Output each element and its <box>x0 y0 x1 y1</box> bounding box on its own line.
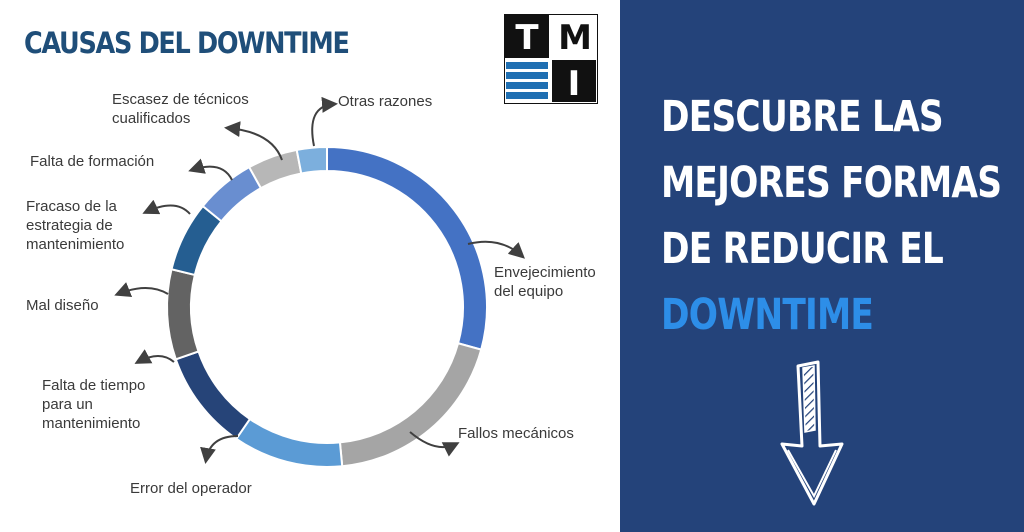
slice-falta-de-formacion <box>201 165 263 223</box>
slice-fallos-mecanicos <box>338 342 483 468</box>
tmi-logo: T M I <box>504 14 598 104</box>
logo-letter-m: M <box>558 18 592 58</box>
headline-line-2: MEJORES FORMAS <box>661 158 1002 208</box>
label-escasez-de-tecnicos-cualificados: Escasez de técnicos cualificados <box>112 91 249 127</box>
slice-escasez-de-tecnicos-cualificados <box>247 148 303 190</box>
connector-mal-diseno <box>114 282 169 297</box>
connector-escasez-de-tecnicos-cualificados <box>224 121 283 161</box>
slice-envejecimiento-del-equipo <box>326 145 488 351</box>
headline-line-1: DESCUBRE LAS <box>661 92 944 142</box>
label-mal-diseno: Mal diseño <box>26 297 99 314</box>
slice-otras-razones <box>295 145 328 175</box>
logo-letter-i: I <box>568 64 581 104</box>
donut-chart: Envejecimiento del equipo Fallos mecánicos… <box>26 91 596 497</box>
arrow-down-icon <box>780 360 844 506</box>
chart-title: CAUSAS DEL DOWNTIME <box>24 26 350 60</box>
slice-mal-diseno <box>166 268 200 361</box>
connector-error-del-operador <box>200 435 239 464</box>
connector-falta-de-tiempo-para-un-mantenimiento <box>134 349 175 364</box>
connector-envejecimiento-del-equipo <box>467 240 525 259</box>
logo-stripes <box>506 62 548 99</box>
label-error-del-operador: Error del operador <box>130 480 252 497</box>
label-envejecimiento-del-equipo: Envejecimiento del equipo <box>494 264 596 300</box>
slice-error-del-operador <box>234 417 344 468</box>
cta-headline: DESCUBRE LAS MEJORES FORMAS DE REDUCIR E… <box>661 84 1002 348</box>
cta-panel: DESCUBRE LAS MEJORES FORMAS DE REDUCIR E… <box>620 0 1024 532</box>
label-falta-de-tiempo-para-un-mantenimiento: Falta de tiempo para un mantenimiento <box>42 377 145 432</box>
label-fracaso-de-la-estrategia-de-mantenimiento: Fracaso de la estrategia de mantenimiento <box>26 198 124 253</box>
connector-fracaso-de-la-estrategia-de-mantenimiento <box>142 199 191 215</box>
headline-line-3: DE REDUCIR EL <box>661 224 944 274</box>
connector-fallos-mecanicos <box>409 431 460 457</box>
label-otras-razones: Otras razones <box>338 93 432 110</box>
headline-accent: DOWNTIME <box>661 290 874 340</box>
label-falta-de-formacion: Falta de formación <box>30 153 154 170</box>
label-fallos-mecanicos: Fallos mecánicos <box>458 425 574 442</box>
connector-falta-de-formacion <box>188 158 233 181</box>
logo-letter-t: T <box>515 18 539 58</box>
slice-falta-de-tiempo-para-un-mantenimiento <box>174 350 252 441</box>
connector-otras-razones <box>311 96 338 147</box>
chart-panel: CAUSAS DEL DOWNTIME T M I Envejecimiento… <box>24 14 598 497</box>
